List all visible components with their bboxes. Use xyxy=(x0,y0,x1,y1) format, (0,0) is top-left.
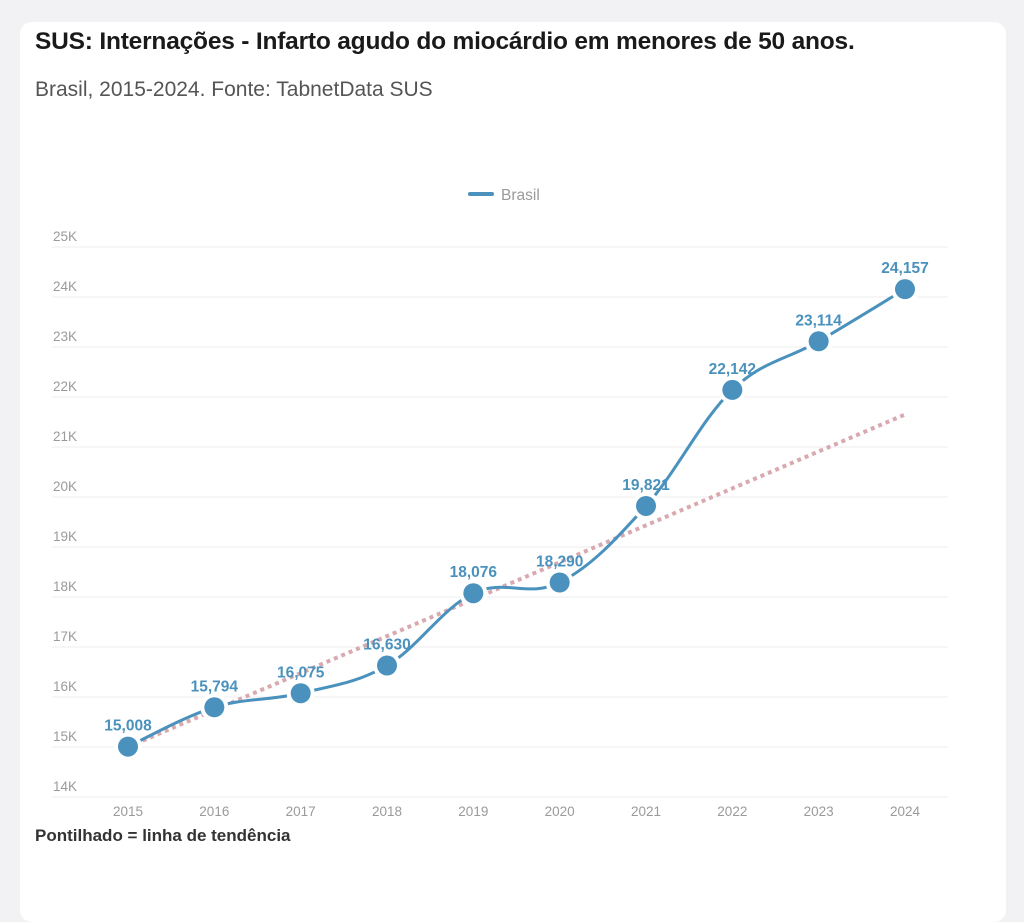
data-point-marker xyxy=(377,655,397,676)
y-tick-label: 21K xyxy=(53,429,77,444)
data-label: 15,794 xyxy=(191,678,239,695)
data-point-marker xyxy=(808,331,829,352)
data-label: 24,157 xyxy=(881,260,928,277)
series-brasil xyxy=(114,275,919,761)
data-point-marker xyxy=(463,583,484,604)
data-point-marker xyxy=(549,572,570,593)
data-point-marker xyxy=(290,683,311,704)
x-tick-label: 2018 xyxy=(372,804,402,819)
x-tick-label: 2022 xyxy=(717,804,747,819)
chart-card xyxy=(20,22,1006,922)
x-tick-label: 2015 xyxy=(113,804,143,819)
data-point-marker xyxy=(204,697,225,718)
y-axis-ticks: 14K 15K 16K 17K 18K 19K 20K 21K 22K 23K 24K 25K xyxy=(53,229,77,794)
x-axis-ticks: 2015 2016 2017 2018 2019 2020 2021 2022 2023 2024 xyxy=(113,804,921,819)
data-point-marker xyxy=(636,495,656,516)
data-point-marker xyxy=(722,379,743,400)
series-line-brasil xyxy=(126,287,907,749)
legend[interactable]: Brasil xyxy=(468,187,540,204)
data-label: 16,630 xyxy=(363,637,410,654)
trendline-path xyxy=(127,412,906,749)
y-tick-label: 24K xyxy=(53,279,77,294)
data-label: 18,076 xyxy=(450,564,498,581)
x-tick-label: 2021 xyxy=(631,804,661,819)
y-tick-label: 15K xyxy=(53,729,77,744)
chart-subtitle: Brasil, 2015-2024. Fonte: TabnetData SUS xyxy=(35,78,433,101)
chart-title: SUS: Internações - Infarto agudo do mioc… xyxy=(35,28,855,55)
data-point-marker xyxy=(118,736,138,757)
y-tick-label: 19K xyxy=(53,529,77,544)
y-tick-label: 18K xyxy=(53,579,77,594)
data-point-marker xyxy=(895,279,915,300)
x-tick-label: 2016 xyxy=(199,804,229,819)
x-tick-label: 2019 xyxy=(458,804,488,819)
x-tick-label: 2020 xyxy=(545,804,575,819)
data-label: 23,114 xyxy=(795,312,842,329)
trendline xyxy=(127,412,906,749)
y-tick-label: 16K xyxy=(53,679,77,694)
x-tick-label: 2023 xyxy=(804,804,834,819)
y-tick-label: 25K xyxy=(53,229,77,244)
data-labels: 15,008 15,794 16,075 16,630 18,076 18,290 19,8… xyxy=(104,260,928,734)
y-tick-label: 23K xyxy=(53,329,77,344)
trendline-footnote: Pontilhado = linha de tendência xyxy=(35,826,291,845)
x-tick-label: 2024 xyxy=(890,804,921,819)
data-label: 19,821 xyxy=(622,477,670,494)
data-label: 18,290 xyxy=(536,554,583,571)
data-label: 22,142 xyxy=(709,361,756,378)
y-tick-label: 17K xyxy=(53,629,77,644)
gridlines xyxy=(52,246,948,798)
y-tick-label: 14K xyxy=(53,779,77,794)
data-label: 16,075 xyxy=(277,664,325,681)
x-tick-label: 2017 xyxy=(286,804,316,819)
data-label: 15,008 xyxy=(104,718,152,735)
y-tick-label: 20K xyxy=(53,479,77,494)
legend-label-brasil: Brasil xyxy=(501,187,540,204)
y-tick-label: 22K xyxy=(53,379,77,394)
